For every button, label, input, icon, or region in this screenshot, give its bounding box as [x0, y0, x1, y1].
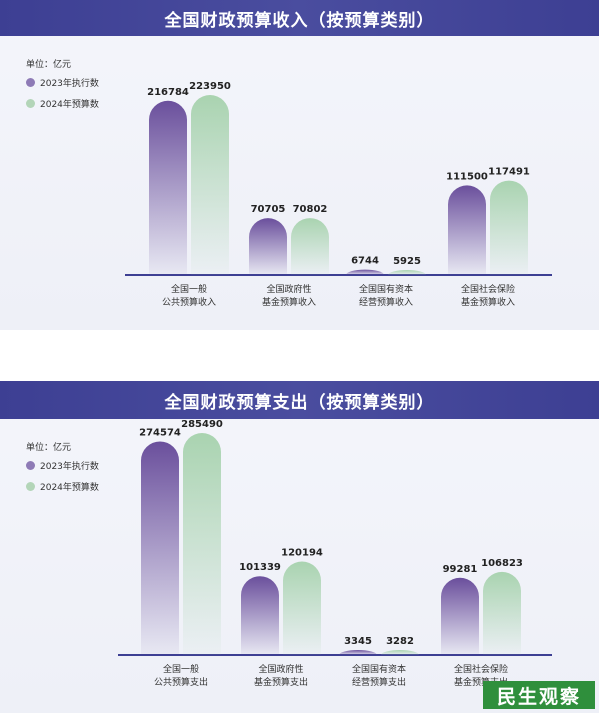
legend-label: 2024年预算数 — [40, 100, 99, 110]
bar-value-label: 274574 — [139, 427, 181, 438]
bar-value-label: 120194 — [281, 548, 323, 559]
legend-item-2024: 2024年预算数 — [26, 97, 99, 110]
bar-value-label: 106823 — [481, 558, 523, 569]
category-label: 经营预算收入 — [359, 296, 413, 308]
bar-2023-cat4 — [448, 185, 486, 275]
bar-2023-cat1 — [149, 100, 187, 275]
chart-title: 全国财政预算支出（按预算类别） — [0, 381, 599, 419]
category-label: 公共预算支出 — [154, 676, 208, 688]
category-label: 全国一般 — [171, 283, 207, 295]
bar-value-label: 5925 — [393, 256, 421, 267]
bar-2024-cat2 — [291, 218, 329, 275]
bar-2024-cat3 — [381, 650, 419, 655]
expenditure-chart-panel: 全国财政预算支出（按预算类别） 单位：亿元 2023年执行数 2024年预算数 … — [0, 381, 599, 713]
bar-2023-cat4 — [441, 577, 479, 655]
legend-item-2024: 2024年预算数 — [26, 480, 99, 493]
category-label: 基金预算支出 — [254, 676, 308, 688]
category-label: 全国政府性 — [266, 283, 311, 295]
category-label: 基金预算收入 — [461, 296, 515, 308]
legend-label: 2024年预算数 — [40, 483, 99, 493]
chart-title: 全国财政预算收入（按预算类别） — [0, 0, 599, 36]
unit-label: 单位：亿元 — [26, 443, 72, 453]
bar-2023-cat3 — [339, 650, 377, 655]
category-label: 公共预算收入 — [162, 296, 216, 308]
bar-2024-cat4 — [483, 571, 521, 655]
category-label: 全国政府性 — [258, 663, 303, 675]
category-label: 全国社会保险 — [461, 283, 515, 295]
legend-swatch-green — [26, 99, 35, 108]
bar-value-label: 3282 — [386, 636, 414, 647]
bar-value-label: 3345 — [344, 636, 372, 647]
bar-value-label: 223950 — [189, 81, 231, 92]
category-label: 经营预算支出 — [352, 676, 406, 688]
bar-value-label: 70705 — [251, 204, 286, 215]
bar-2024-cat1 — [183, 433, 221, 655]
category-label: 全国国有资本 — [359, 283, 413, 295]
legend-item-2023: 2023年执行数 — [26, 76, 99, 89]
legend-label: 2023年执行数 — [40, 462, 99, 472]
revenue-chart-panel: 全国财政预算收入（按预算类别） 单位：亿元 2023年执行数 2024年预算数 … — [0, 0, 599, 330]
bar-2023-cat2 — [249, 218, 287, 275]
legend-label: 2023年执行数 — [40, 79, 99, 89]
bar-2024-cat3 — [388, 270, 426, 275]
watermark-logo: 民生观察 — [483, 681, 595, 709]
bar-value-label: 6744 — [351, 256, 379, 267]
category-label: 全国社会保险 — [454, 663, 508, 675]
bar-value-label: 111500 — [446, 171, 488, 182]
bar-value-label: 216784 — [147, 87, 189, 98]
bar-value-label: 99281 — [443, 564, 478, 575]
bar-2024-cat1 — [191, 95, 229, 275]
bar-value-label: 285490 — [181, 419, 223, 430]
category-label: 基金预算收入 — [262, 296, 316, 308]
bar-2024-cat2 — [283, 561, 321, 655]
unit-label: 单位：亿元 — [26, 60, 72, 70]
legend-swatch-purple — [26, 78, 35, 87]
bar-2023-cat2 — [241, 576, 279, 655]
legend-item-2023: 2023年执行数 — [26, 459, 99, 472]
bar-value-label: 117491 — [488, 167, 530, 178]
bar-value-label: 70802 — [293, 204, 328, 215]
bar-value-label: 101339 — [239, 562, 281, 573]
legend-swatch-green — [26, 482, 35, 491]
bar-2023-cat1 — [141, 441, 179, 655]
category-label: 全国国有资本 — [352, 663, 406, 675]
bar-2024-cat4 — [490, 180, 528, 275]
legend-swatch-purple — [26, 461, 35, 470]
category-label: 全国一般 — [163, 663, 199, 675]
bar-2023-cat3 — [346, 269, 384, 275]
